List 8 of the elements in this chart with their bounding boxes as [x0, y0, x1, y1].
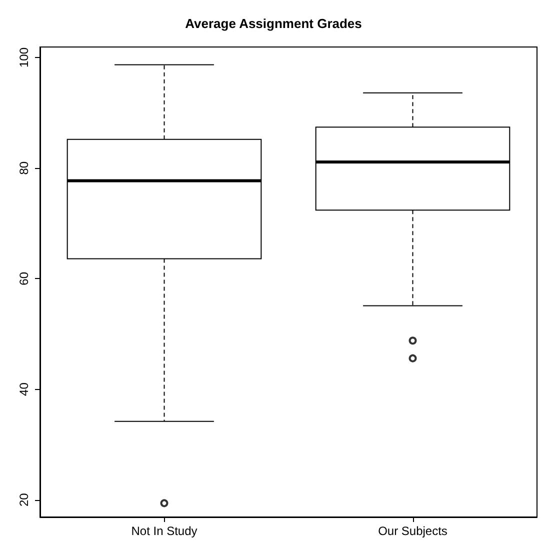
x-tick-label: Not In Study — [131, 524, 198, 538]
y-tick-label: 80 — [17, 161, 31, 175]
y-tick-label: 60 — [17, 272, 31, 286]
y-tick-label: 100 — [17, 47, 31, 68]
y-tick-label: 20 — [17, 492, 31, 507]
y-tick-label: 40 — [17, 382, 31, 396]
x-tick-label: Our Subjects — [378, 524, 448, 538]
chart-title: Average Assignment Grades — [185, 16, 362, 31]
